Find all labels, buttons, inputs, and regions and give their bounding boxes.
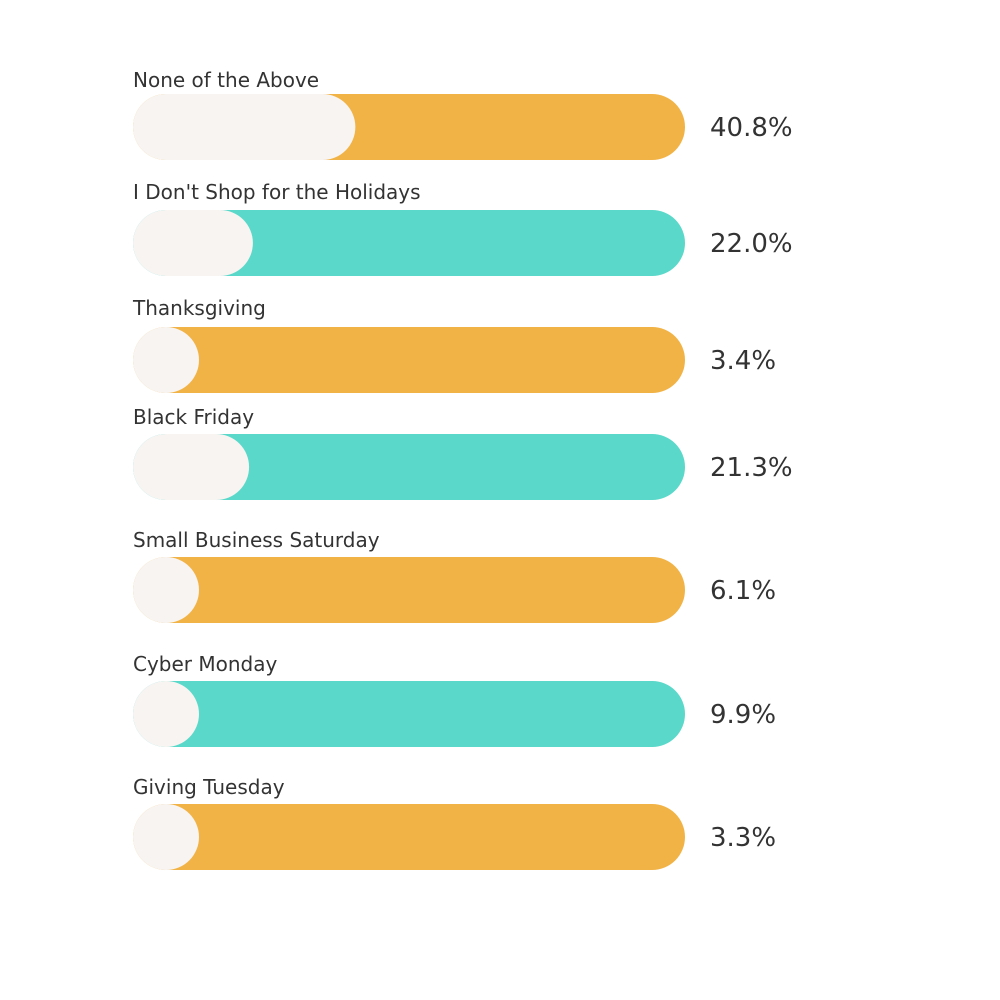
bar-row: Thanksgiving 3.4% — [132, 296, 776, 393]
bar-background — [133, 327, 685, 393]
bar-row: Black Friday 21.3% — [133, 405, 793, 500]
value-pill — [133, 434, 250, 500]
category-label: Black Friday — [133, 405, 254, 429]
value-pill — [133, 94, 356, 160]
value-label: 9.9% — [710, 700, 776, 730]
category-label: None of the Above — [133, 68, 319, 92]
value-label: 3.4% — [710, 346, 776, 376]
category-label: Giving Tuesday — [133, 775, 285, 799]
category-label: Cyber Monday — [133, 652, 278, 676]
category-label: I Don't Shop for the Holidays — [133, 180, 421, 204]
value-label: 22.0% — [710, 229, 793, 259]
category-label: Thanksgiving — [132, 296, 266, 320]
value-pill — [133, 557, 199, 623]
value-pill — [133, 681, 199, 747]
bar-row: I Don't Shop for the Holidays 22.0% — [133, 180, 793, 276]
value-label: 3.3% — [710, 823, 776, 853]
value-label: 21.3% — [710, 453, 793, 483]
bar-background — [133, 210, 685, 276]
bar-row: None of the Above 40.8% — [133, 68, 793, 160]
value-label: 6.1% — [710, 576, 776, 606]
category-label: Small Business Saturday — [133, 528, 380, 552]
bar-row: Small Business Saturday 6.1% — [133, 528, 776, 623]
bar-background — [133, 434, 685, 500]
value-label: 40.8% — [710, 113, 793, 143]
value-pill — [133, 327, 199, 393]
bar-row: Giving Tuesday 3.3% — [133, 775, 776, 870]
value-pill — [133, 210, 253, 276]
bar-background — [133, 681, 685, 747]
bar-background — [133, 557, 685, 623]
bar-row: Cyber Monday 9.9% — [133, 652, 776, 747]
bar-background — [133, 804, 685, 870]
value-pill — [133, 804, 199, 870]
